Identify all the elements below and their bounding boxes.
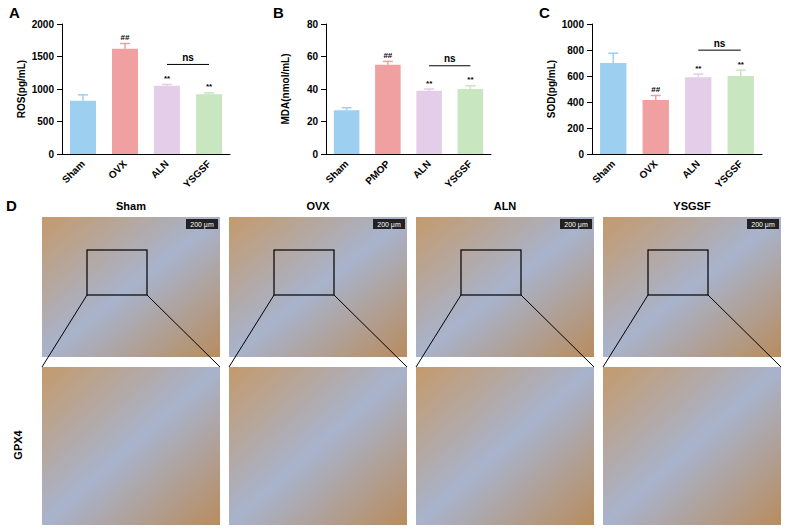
svg-text:**: **: [426, 79, 433, 88]
svg-text:Sham: Sham: [590, 158, 617, 185]
svg-text:0: 0: [48, 149, 54, 160]
svg-text:1500: 1500: [32, 51, 55, 62]
svg-text:**: **: [164, 74, 171, 83]
svg-text:Sham: Sham: [324, 158, 351, 185]
svg-text:Sham: Sham: [116, 200, 146, 212]
svg-text:1000: 1000: [32, 84, 55, 95]
svg-text:**: **: [206, 82, 213, 91]
svg-text:800: 800: [567, 45, 584, 56]
svg-text:**: **: [467, 75, 474, 84]
svg-text:80: 80: [307, 19, 319, 30]
svg-text:200 μm: 200 μm: [190, 221, 214, 229]
svg-text:400: 400: [567, 97, 584, 108]
svg-text:**: **: [738, 60, 745, 69]
svg-text:ALN: ALN: [494, 200, 517, 212]
svg-text:**: **: [695, 64, 702, 73]
svg-text:ALN: ALN: [149, 158, 171, 180]
svg-text:200 μm: 200 μm: [564, 221, 588, 229]
svg-text:MDA(nmol/mL): MDA(nmol/mL): [280, 53, 291, 124]
svg-text:SOD(pg/mL): SOD(pg/mL): [546, 60, 557, 118]
svg-text:GPX4: GPX4: [12, 429, 24, 459]
svg-text:200 μm: 200 μm: [751, 221, 775, 229]
svg-text:OVX: OVX: [306, 200, 330, 212]
svg-text:PMOP: PMOP: [363, 158, 392, 187]
svg-text:YSGSF: YSGSF: [443, 158, 475, 190]
svg-text:20: 20: [307, 116, 319, 127]
svg-text:OVX: OVX: [637, 158, 660, 181]
svg-text:YSGSF: YSGSF: [673, 200, 711, 212]
svg-text:ns: ns: [444, 53, 456, 64]
svg-text:YSGSF: YSGSF: [713, 158, 745, 190]
svg-text:500: 500: [37, 116, 54, 127]
svg-text:A: A: [9, 4, 20, 21]
svg-text:##: ##: [651, 85, 660, 94]
svg-text:ALN: ALN: [680, 158, 702, 180]
svg-text:D: D: [6, 197, 17, 214]
svg-text:200: 200: [567, 123, 584, 134]
svg-text:ns: ns: [714, 38, 726, 49]
svg-text:60: 60: [307, 51, 319, 62]
svg-text:600: 600: [567, 71, 584, 82]
svg-text:##: ##: [121, 33, 130, 42]
svg-text:C: C: [539, 4, 550, 21]
svg-text:2000: 2000: [32, 19, 55, 30]
svg-text:YSGSF: YSGSF: [181, 158, 213, 190]
svg-text:Sham: Sham: [60, 158, 87, 185]
svg-text:0: 0: [578, 149, 584, 160]
svg-text:1000: 1000: [562, 19, 585, 30]
svg-text:200 μm: 200 μm: [377, 221, 401, 229]
svg-text:ROS(pg/mL): ROS(pg/mL): [16, 60, 27, 118]
svg-text:ALN: ALN: [411, 158, 433, 180]
svg-text:B: B: [273, 4, 284, 21]
svg-text:40: 40: [307, 84, 319, 95]
svg-text:0: 0: [312, 149, 318, 160]
svg-text:##: ##: [383, 51, 392, 60]
svg-text:ns: ns: [182, 52, 194, 63]
svg-text:OVX: OVX: [106, 158, 129, 181]
